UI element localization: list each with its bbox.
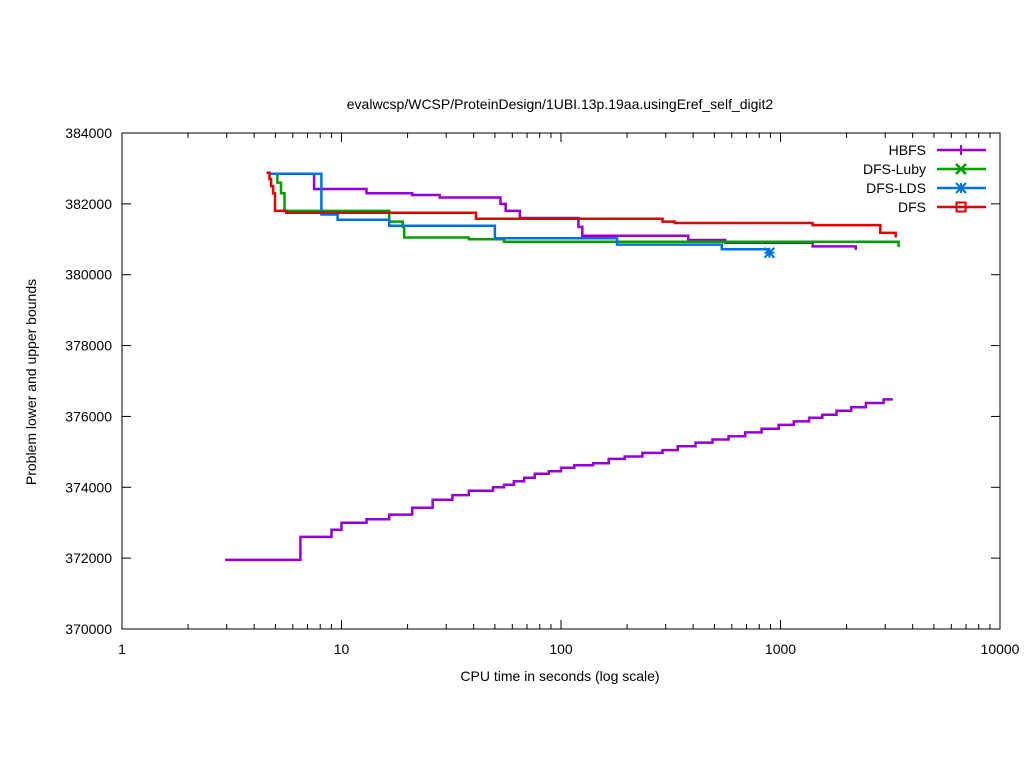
y-tick-label: 376000 xyxy=(65,408,112,424)
plot-area-frame xyxy=(121,132,1001,630)
series-line-hbfs xyxy=(225,398,893,562)
y-tick-label: 372000 xyxy=(65,550,112,566)
x-axis-label: CPU time in seconds (log scale) xyxy=(460,668,659,684)
x-tick-label: 10000 xyxy=(981,641,1020,657)
x-tick-label: 100 xyxy=(549,641,573,657)
legend-label-dfs-luby: DFS-Luby xyxy=(863,161,926,177)
series-dfs xyxy=(266,171,897,238)
y-tick-label: 380000 xyxy=(65,267,112,283)
legend: HBFS DFS-Luby DFS-LDS DFS xyxy=(863,142,986,215)
legend-marker-dfs xyxy=(955,201,967,213)
x-tick-label: 10 xyxy=(334,641,350,657)
series-hbfs xyxy=(225,172,893,562)
y-tick-label: 384000 xyxy=(65,125,112,141)
x-tick-label: 1 xyxy=(118,641,126,657)
legend-label-hbfs: HBFS xyxy=(889,142,926,158)
y-tick-label: 382000 xyxy=(65,196,112,212)
legend-marker-dfs-lds xyxy=(955,182,967,194)
series-layer xyxy=(225,171,900,562)
legend-marker-hbfs xyxy=(956,145,966,155)
series-dfs-lds xyxy=(269,172,776,259)
legend-marker-dfs-luby xyxy=(955,163,967,175)
series-line-dfs-lds xyxy=(269,172,770,253)
legend-label-dfs-lds: DFS-LDS xyxy=(866,180,926,196)
y-tick-label: 370000 xyxy=(65,621,112,637)
legend-label-dfs: DFS xyxy=(898,199,926,215)
series-end-marker-dfs-lds xyxy=(763,247,776,259)
y-tick-label: 378000 xyxy=(65,338,112,354)
x-tick-label: 1000 xyxy=(765,641,796,657)
series-line-dfs-luby xyxy=(273,172,900,248)
y-axis-label: Problem lower and upper bounds xyxy=(23,279,39,485)
y-tick-label: 374000 xyxy=(65,479,112,495)
series-dfs-luby xyxy=(273,172,900,248)
chart-title: evalwcsp/WCSP/ProteinDesign/1UBI.13p.19a… xyxy=(347,96,774,112)
series-line-dfs xyxy=(266,171,897,238)
axis-ticks: 370000 372000 374000 376000 378000 380000 3820… xyxy=(65,125,1019,657)
